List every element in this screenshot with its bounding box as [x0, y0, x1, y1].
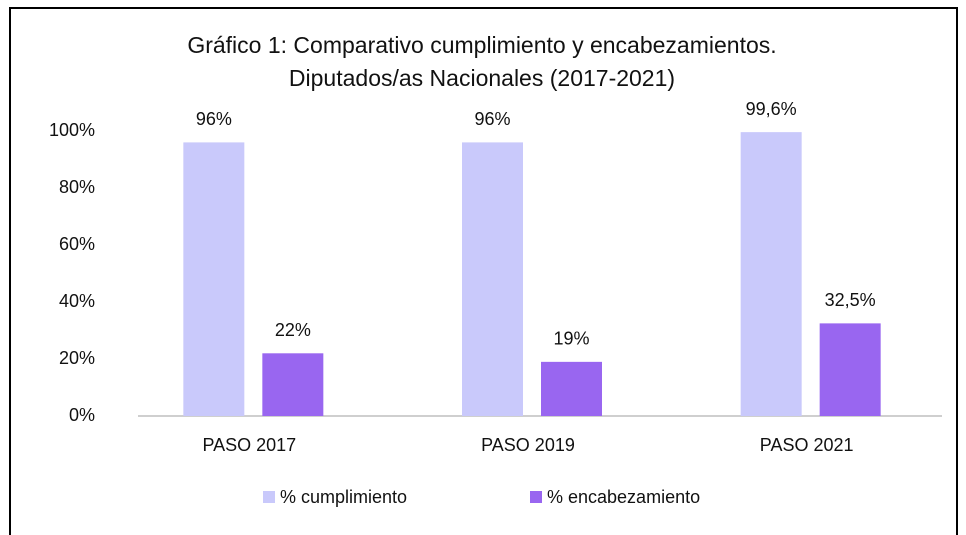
y-tick-label: 60%: [59, 234, 95, 254]
bar: [462, 142, 523, 416]
data-label: 96%: [474, 109, 510, 129]
data-label: 22%: [275, 320, 311, 340]
bar: [183, 142, 245, 416]
data-label: 32,5%: [825, 290, 876, 310]
data-label: 19%: [553, 329, 589, 349]
x-tick-label: PASO 2017: [202, 435, 296, 455]
x-tick-label: PASO 2019: [481, 435, 575, 455]
y-tick-label: 100%: [49, 120, 95, 140]
bar: [262, 353, 324, 416]
y-tick-label: 20%: [59, 348, 95, 368]
legend-label: % cumplimiento: [280, 487, 407, 507]
data-label: 99,6%: [746, 99, 797, 119]
bar: [541, 361, 602, 416]
bar: [819, 323, 881, 416]
y-tick-label: 0%: [69, 405, 95, 425]
bar: [740, 132, 802, 416]
legend-label: % encabezamiento: [547, 487, 700, 507]
data-label: 96%: [196, 109, 232, 129]
x-tick-label: PASO 2021: [760, 435, 854, 455]
y-tick-label: 40%: [59, 291, 95, 311]
legend-swatch: [530, 491, 542, 503]
chart-title: Diputados/as Nacionales (2017-2021): [289, 65, 675, 91]
chart-title: Gráfico 1: Comparativo cumplimiento y en…: [187, 32, 776, 58]
legend-swatch: [263, 491, 275, 503]
y-tick-label: 80%: [59, 177, 95, 197]
